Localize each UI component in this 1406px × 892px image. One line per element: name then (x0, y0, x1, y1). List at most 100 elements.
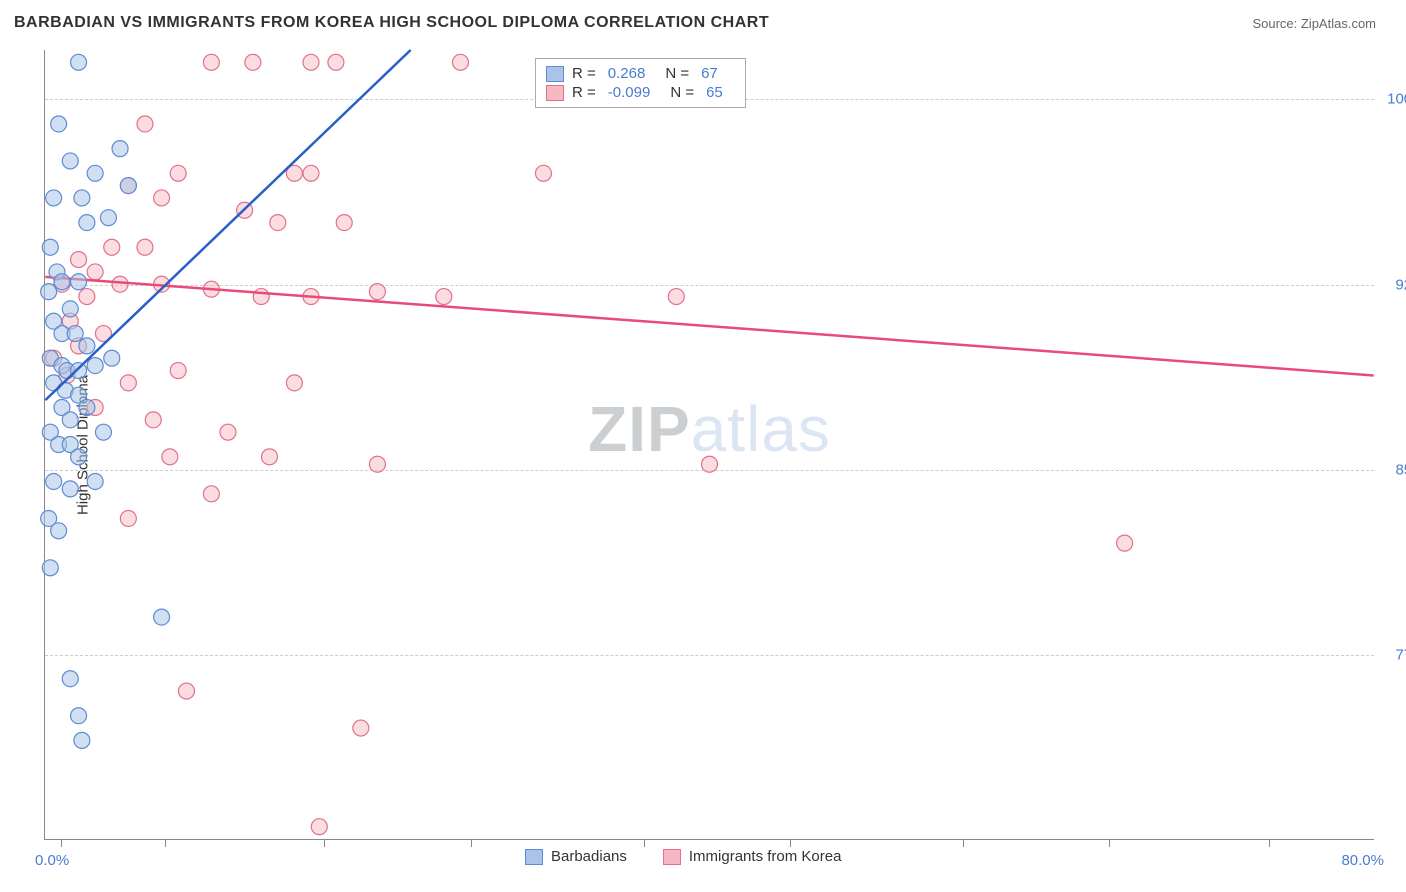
barbadians-point (62, 301, 78, 317)
barbadians-point (46, 473, 62, 489)
barbadians-point (62, 412, 78, 428)
n-value-korea: 65 (706, 84, 723, 101)
plot-svg (45, 50, 1374, 839)
barbadians-point (62, 481, 78, 497)
x-tick (963, 839, 964, 847)
barbadians-point (74, 190, 90, 206)
korea-point (203, 54, 219, 70)
barbadians-point (42, 560, 58, 576)
korea-point (154, 190, 170, 206)
swatch-korea-bottom (663, 849, 681, 865)
barbadians-point (41, 284, 57, 300)
barbadians-point (67, 326, 83, 342)
korea-point (369, 456, 385, 472)
korea-point (203, 486, 219, 502)
barbadians-point (79, 215, 95, 231)
barbadians-point (51, 523, 67, 539)
korea-point (170, 363, 186, 379)
korea-point (104, 239, 120, 255)
barbadians-point (100, 210, 116, 226)
barbadians-regression-line (45, 50, 410, 400)
korea-point (452, 54, 468, 70)
x-tick (165, 839, 166, 847)
legend-item-barbadians: Barbadians (525, 848, 627, 865)
barbadians-point (71, 54, 87, 70)
legend-row-korea: R = -0.099 N = 65 (546, 83, 735, 102)
x-tick (790, 839, 791, 847)
korea-regression-line (45, 277, 1373, 376)
korea-point (170, 165, 186, 181)
korea-point (303, 165, 319, 181)
korea-point (303, 54, 319, 70)
korea-point (178, 683, 194, 699)
chart-header: BARBADIAN VS IMMIGRANTS FROM KOREA HIGH … (0, 0, 1406, 40)
barbadians-point (46, 190, 62, 206)
barbadians-point (71, 274, 87, 290)
korea-point (436, 289, 452, 305)
n-label: N = (670, 84, 694, 101)
korea-point (245, 54, 261, 70)
korea-point (535, 165, 551, 181)
legend-item-korea: Immigrants from Korea (663, 848, 842, 865)
barbadians-point (120, 178, 136, 194)
x-tick (644, 839, 645, 847)
x-tick (471, 839, 472, 847)
x-axis-max-label: 80.0% (1341, 852, 1384, 869)
korea-point (120, 510, 136, 526)
korea-point (353, 720, 369, 736)
korea-point (262, 449, 278, 465)
barbadians-point (71, 363, 87, 379)
barbadians-point (54, 274, 70, 290)
barbadians-point (42, 239, 58, 255)
barbadians-point (87, 473, 103, 489)
korea-point (253, 289, 269, 305)
barbadians-point (95, 424, 111, 440)
barbadians-point (71, 708, 87, 724)
korea-point (162, 449, 178, 465)
korea-point (137, 239, 153, 255)
korea-point (336, 215, 352, 231)
legend-label-korea: Immigrants from Korea (689, 848, 842, 865)
barbadians-point (79, 338, 95, 354)
barbadians-point (112, 141, 128, 157)
barbadians-point (87, 165, 103, 181)
swatch-korea (546, 85, 564, 101)
korea-point (286, 375, 302, 391)
r-value-barbadians: 0.268 (608, 65, 646, 82)
korea-point (702, 456, 718, 472)
correlation-legend: R = 0.268 N = 67 R = -0.099 N = 65 (535, 58, 746, 108)
chart-title: BARBADIAN VS IMMIGRANTS FROM KOREA HIGH … (14, 14, 769, 32)
x-tick (61, 839, 62, 847)
korea-point (369, 284, 385, 300)
legend-row-barbadians: R = 0.268 N = 67 (546, 64, 735, 83)
korea-point (220, 424, 236, 440)
chart-area: High School Diploma 100.0%92.5%85.0%77.5… (44, 50, 1374, 840)
n-label: N = (665, 65, 689, 82)
korea-point (79, 289, 95, 305)
y-tick-label: 100.0% (1387, 91, 1406, 108)
barbadians-point (74, 732, 90, 748)
n-value-barbadians: 67 (701, 65, 718, 82)
y-tick-label: 77.5% (1395, 646, 1406, 663)
korea-point (1117, 535, 1133, 551)
barbadians-point (87, 358, 103, 374)
y-tick-label: 92.5% (1395, 276, 1406, 293)
x-tick (1109, 839, 1110, 847)
korea-point (112, 276, 128, 292)
korea-point (668, 289, 684, 305)
korea-point (328, 54, 344, 70)
chart-source: Source: ZipAtlas.com (1252, 16, 1376, 31)
x-tick (324, 839, 325, 847)
x-tick (1269, 839, 1270, 847)
swatch-barbadians (546, 66, 564, 82)
korea-point (311, 819, 327, 835)
korea-point (270, 215, 286, 231)
korea-point (71, 252, 87, 268)
r-label: R = (572, 84, 596, 101)
barbadians-point (79, 400, 95, 416)
barbadians-point (62, 671, 78, 687)
legend-label-barbadians: Barbadians (551, 848, 627, 865)
korea-point (87, 264, 103, 280)
barbadians-point (51, 116, 67, 132)
barbadians-point (154, 609, 170, 625)
